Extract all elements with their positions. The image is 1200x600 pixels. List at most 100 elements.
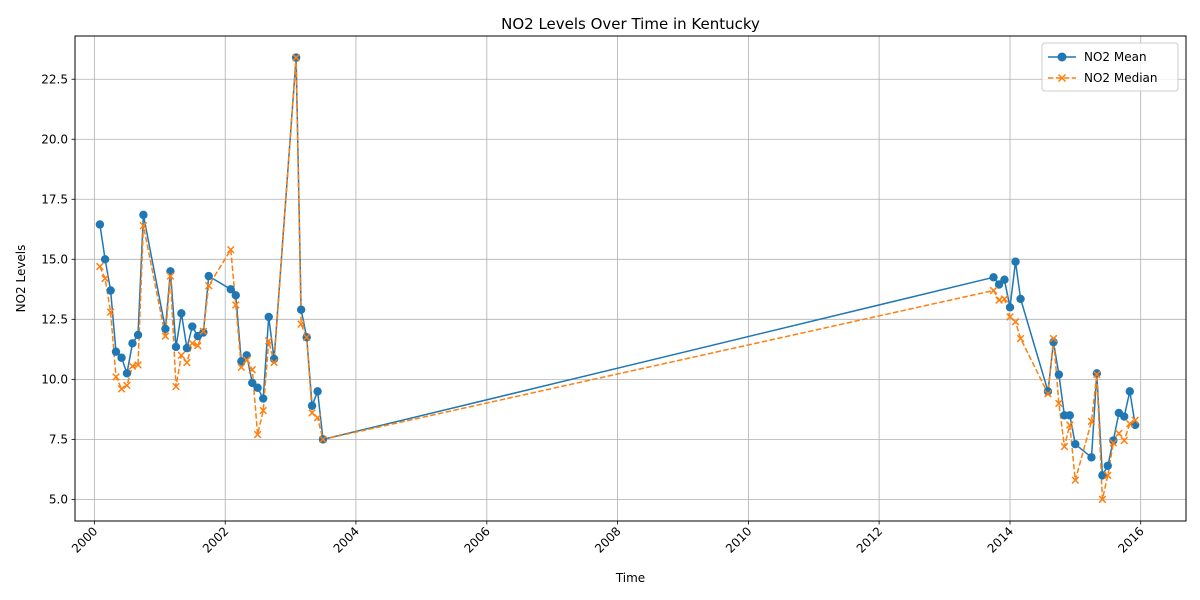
mean-point (171, 342, 181, 352)
legend-box (1041, 42, 1179, 92)
mean-point (242, 351, 251, 360)
mean-point (95, 220, 105, 229)
median-point (193, 341, 202, 350)
grid (75, 36, 1186, 521)
median-point (297, 320, 305, 328)
mean-point (1065, 411, 1074, 420)
legend-median-label: NO2 Median (1084, 71, 1158, 85)
median-point (259, 406, 268, 415)
median-point (106, 308, 115, 316)
mean-point (166, 267, 175, 276)
y-tick-label: 17.5 (41, 192, 68, 206)
mean-point (177, 309, 186, 318)
mean-point (1071, 439, 1080, 449)
median-point (264, 337, 273, 345)
y-tick-label: 12.5 (41, 313, 68, 327)
mean-point (1103, 461, 1112, 470)
mean-point (1043, 387, 1053, 396)
median-point (112, 373, 120, 381)
median-point (1044, 389, 1052, 398)
median-point (313, 413, 322, 422)
median-point (117, 385, 126, 393)
mean-point (117, 353, 126, 362)
mean-point (111, 347, 121, 356)
mean-point (253, 383, 262, 392)
median-point (96, 262, 104, 271)
y-tick-label: 5.0 (49, 493, 68, 507)
mean-point (1054, 370, 1064, 379)
median-point (248, 365, 257, 374)
mean-point (307, 401, 317, 410)
median-point (302, 333, 311, 342)
mean-point (1109, 436, 1118, 445)
median-point (231, 301, 240, 309)
median-point (1103, 471, 1112, 480)
y-tick-label: 7.5 (49, 433, 68, 447)
mean-point (199, 328, 208, 337)
series-layer (95, 53, 1140, 504)
median-point (1060, 442, 1069, 451)
legend-mean-label: NO2 Mean (1084, 50, 1147, 64)
mean-point (1000, 275, 1009, 284)
median-point (128, 362, 137, 370)
median-point (292, 53, 300, 62)
median-point (101, 274, 109, 283)
median-point (166, 272, 175, 280)
legend-median-marker (1057, 73, 1067, 83)
median-point (1125, 419, 1134, 428)
median-point (319, 435, 327, 444)
mean-point (188, 322, 197, 331)
mean-point (248, 378, 257, 388)
mean-point (994, 280, 1004, 289)
mean-point (128, 339, 137, 348)
mean-point (139, 210, 148, 220)
mean-point (1011, 257, 1020, 266)
mean-point (100, 255, 110, 264)
median-point (1016, 334, 1025, 343)
plot-frame (74, 35, 1187, 522)
median-point (1115, 429, 1123, 438)
mean-point (226, 285, 235, 294)
mean-point (1098, 471, 1107, 480)
x-axis-label: Time (615, 571, 645, 585)
mean-point (258, 394, 268, 403)
median-point (1109, 439, 1118, 447)
median-point (188, 339, 197, 348)
y-tick-label: 15.0 (41, 252, 68, 266)
median-point (123, 381, 131, 390)
mean-point (204, 271, 213, 281)
y-tick-label: 20.0 (41, 132, 68, 146)
mean-point (989, 273, 998, 282)
median-point (183, 358, 191, 367)
legend: NO2 Mean NO2 Median (1041, 42, 1179, 92)
mean-point (313, 387, 322, 396)
median-point (1098, 495, 1107, 504)
mean-point (1092, 369, 1102, 378)
chart-title: NO2 Levels Over Time in Kentucky (501, 15, 760, 33)
median-point (1055, 399, 1063, 408)
median-point (139, 221, 148, 230)
median-point (161, 332, 170, 340)
median-point (199, 327, 208, 336)
median-point (270, 358, 278, 367)
y-axis-label: NO2 Levels (14, 245, 28, 313)
mean-point (231, 291, 240, 300)
median-point (134, 361, 142, 369)
mean-point (1005, 303, 1015, 312)
mean-point (1087, 453, 1096, 462)
median-point (1071, 476, 1080, 485)
mean-point (1120, 412, 1129, 421)
median-point (1049, 334, 1058, 343)
median-point (237, 363, 246, 372)
median-point (242, 356, 251, 364)
mean-point (106, 286, 115, 295)
mean-point (296, 305, 306, 314)
series-median-line (99, 56, 1136, 501)
median-point (1000, 295, 1009, 303)
median-point (1065, 421, 1074, 429)
median-point (1087, 417, 1096, 426)
y-tick-label: 10.0 (41, 373, 68, 387)
median-point (1011, 317, 1020, 326)
median-point (1092, 370, 1101, 379)
